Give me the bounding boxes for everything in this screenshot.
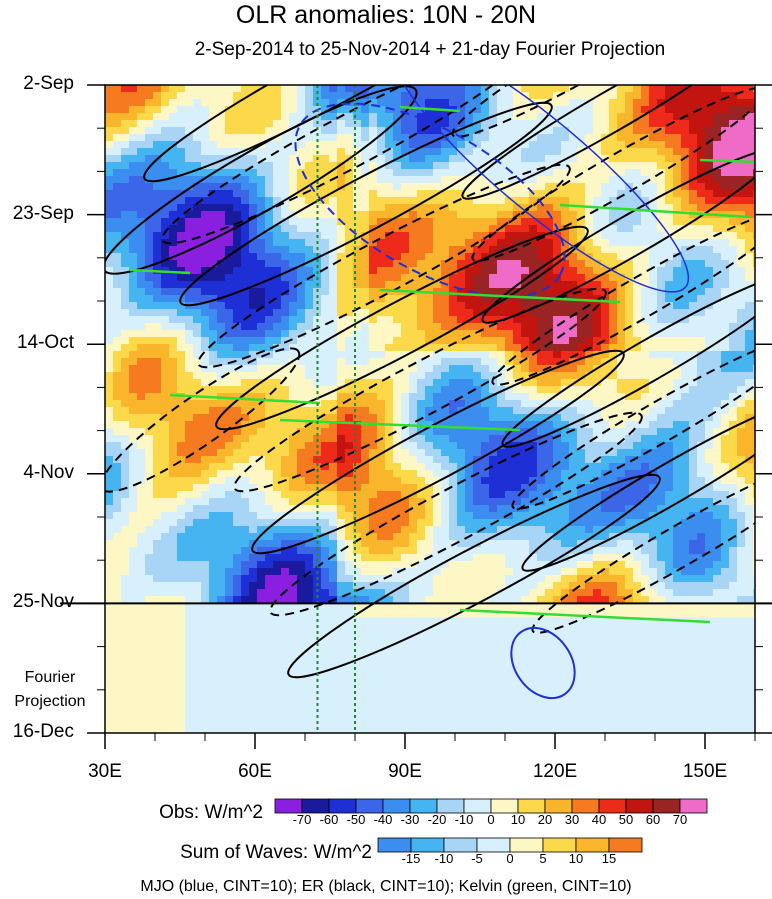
colorbar-swatch: [679, 798, 708, 814]
colorbar-swatch: [490, 798, 519, 814]
projection-label-line2: Projection: [14, 693, 86, 710]
colorbar-swatch: [328, 798, 357, 814]
y-tick-label: 16-Dec: [12, 721, 74, 742]
colorbar-tick-label: -10: [434, 851, 454, 866]
colorbar-swatch: [544, 798, 573, 814]
colorbar-swatch: [377, 837, 412, 853]
colorbar-tick-label: 40: [591, 812, 607, 827]
colorbar-tick-label: -50: [346, 812, 366, 827]
x-tick-label: 90E: [388, 761, 422, 782]
colorbar-tick-label: -60: [319, 812, 339, 827]
colorbar-swatch: [476, 837, 511, 853]
wave-contours: [105, 85, 755, 700]
projection-anomaly-field: [105, 603, 755, 733]
colorbar-swatch: [509, 837, 544, 853]
colorbar-tick-label: 10: [568, 851, 584, 866]
colorbar-tick-label: 15: [601, 851, 617, 866]
colorbar-swatch: [463, 798, 492, 814]
colorbar-swatch: [542, 837, 577, 853]
colorbar-tick-label: 5: [539, 851, 547, 866]
waves-colorbar-title: Sum of Waves: W/m^2: [180, 842, 372, 863]
colorbar-swatch: [608, 837, 643, 853]
y-tick-label: 4-Nov: [23, 461, 74, 483]
x-tick-label: 120E: [532, 761, 578, 782]
colorbar-tick-label: -5: [471, 851, 483, 866]
x-tick-label: 30E: [88, 761, 122, 782]
chart-title: OLR anomalies: 10N - 20N: [235, 1, 537, 29]
colorbar-swatch: [409, 798, 438, 814]
colorbar-tick-label: 50: [618, 812, 634, 827]
plot-frame: [104, 84, 756, 734]
colorbar-tick-label: 60: [645, 812, 661, 827]
colorbar-tick-label: 30: [564, 812, 580, 827]
x-tick-label: 60E: [238, 761, 272, 782]
colorbar-swatch: [571, 798, 600, 814]
colorbar-tick-label: 10: [510, 812, 526, 827]
colorbar-swatch: [443, 837, 478, 853]
colorbar-tick-label: -20: [427, 812, 447, 827]
colorbars: [274, 798, 708, 853]
projection-label-line1: Fourier: [24, 669, 76, 686]
colorbar-tick-label: 0: [506, 851, 514, 866]
colorbar-swatch: [410, 837, 445, 853]
colorbar-tick-label: 70: [672, 812, 688, 827]
colorbar-swatch: [355, 798, 384, 814]
colorbar-swatch: [382, 798, 411, 814]
colorbar-tick-label: 20: [537, 812, 553, 827]
reference-longitude-lines: [316, 85, 356, 733]
colorbar-tick-label: -40: [373, 812, 393, 827]
colorbar-swatch: [517, 798, 546, 814]
y-tick-label: 14-Oct: [16, 332, 74, 354]
x-tick-label: 150E: [682, 761, 728, 782]
obs-colorbar-title: Obs: W/m^2: [159, 802, 263, 823]
colorbar-tick-label: -30: [400, 812, 420, 827]
colorbar-swatch: [598, 798, 627, 814]
colorbar-swatch: [652, 798, 681, 814]
y-tick-label: 25-Nov: [12, 591, 74, 613]
colorbar-swatch: [301, 798, 330, 814]
colorbar-swatch: [436, 798, 465, 814]
colorbar-tick-label: 0: [487, 812, 495, 827]
colorbar-swatch: [274, 798, 303, 814]
chart-subtitle: 2-Sep-2014 to 25-Nov-2014 + 21-day Fouri…: [194, 39, 666, 60]
colorbar-tick-label: -70: [292, 812, 312, 827]
y-tick-label: 2-Sep: [23, 73, 74, 94]
chart-footer: MJO (blue, CINT=10); ER (black, CINT=10)…: [140, 878, 632, 895]
axis-ticks: [87, 84, 772, 749]
colorbar-swatch: [625, 798, 654, 814]
colorbar-tick-label: -15: [401, 851, 421, 866]
colorbar-swatch: [575, 837, 610, 853]
colorbar-tick-label: -10: [454, 812, 474, 827]
y-tick-label: 23-Sep: [12, 202, 74, 224]
